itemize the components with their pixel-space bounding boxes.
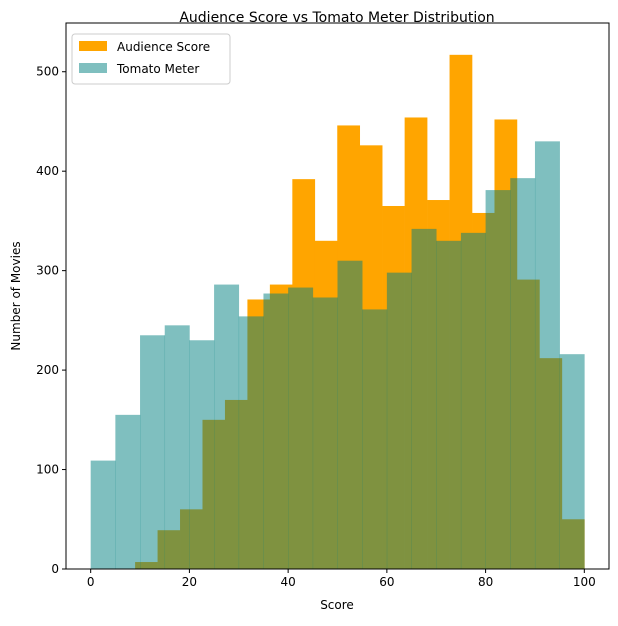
x-tick-label: 40: [280, 575, 295, 589]
legend-label-audience-score: Audience Score: [117, 40, 210, 54]
bar-tomato-meter-9: [312, 297, 338, 569]
bar-tomato-meter-5: [214, 284, 240, 569]
bar-tomato-meter-19: [559, 354, 585, 569]
chart-title: Audience Score vs Tomato Meter Distribut…: [179, 10, 494, 26]
y-axis-label: Number of Movies: [9, 241, 23, 350]
y-tick-label: 500: [36, 65, 59, 79]
bar-tomato-meter-10: [337, 260, 363, 569]
bar-tomato-meter-11: [362, 309, 388, 569]
bar-tomato-meter-18: [534, 141, 560, 569]
bar-tomato-meter-8: [288, 287, 314, 569]
legend: Audience Score Tomato Meter: [71, 33, 231, 85]
y-tick-label: 300: [36, 264, 59, 278]
x-tick-label: 20: [182, 575, 197, 589]
x-tick-label: 0: [87, 575, 95, 589]
bars: [90, 54, 585, 570]
plot-frame: [65, 22, 610, 570]
bar-tomato-meter-14: [436, 240, 462, 569]
x-tick-label: 60: [379, 575, 394, 589]
x-axis-ticks: 0 20 40 60 80 100: [87, 569, 596, 589]
legend-label-tomato-meter: Tomato Meter: [116, 62, 199, 76]
x-tick-label: 100: [573, 575, 596, 589]
bar-tomato-meter-1: [115, 414, 141, 569]
bar-tomato-meter-16: [485, 190, 511, 569]
legend-swatch-tomato-meter: [79, 63, 107, 73]
bar-tomato-meter-2: [140, 335, 166, 569]
x-axis-label: Score: [320, 598, 354, 612]
bar-tomato-meter-0: [90, 460, 116, 569]
y-tick-label: 0: [51, 562, 59, 576]
bar-tomato-meter-12: [386, 272, 412, 569]
y-tick-label: 200: [36, 363, 59, 377]
legend-swatch-audience-score: [79, 41, 107, 51]
bar-tomato-meter-15: [460, 232, 486, 570]
bar-tomato-meter-6: [238, 316, 264, 569]
bar-tomato-meter-4: [189, 340, 215, 569]
y-tick-label: 100: [36, 463, 59, 477]
bar-tomato-meter-7: [263, 293, 289, 569]
bar-tomato-meter-17: [510, 178, 536, 570]
y-tick-label: 400: [36, 164, 59, 178]
y-axis-ticks: 0 100 200 300 400 500: [36, 65, 66, 576]
bar-tomato-meter-3: [164, 325, 190, 569]
bar-tomato-meter-13: [411, 228, 437, 570]
x-tick-label: 80: [478, 575, 493, 589]
legend-box: [71, 33, 231, 85]
